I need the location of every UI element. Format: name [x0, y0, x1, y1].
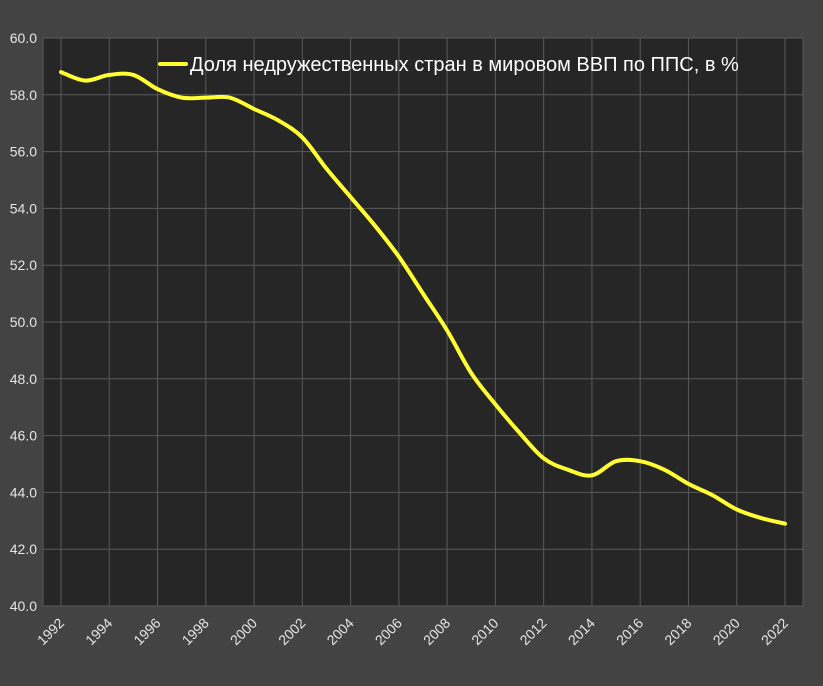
x-tick-label: 1992	[34, 615, 67, 648]
y-tick-label: 44.0	[10, 484, 37, 500]
x-tick-label: 2004	[323, 615, 356, 648]
x-tick-label: 2000	[227, 615, 260, 648]
y-tick-label: 46.0	[10, 428, 37, 444]
x-axis-tick-labels: 1992 1994 1996 1998 2000 2002 2004 2006 2008 2010…	[34, 615, 791, 648]
x-tick-label: 2010	[468, 615, 501, 648]
x-tick-label: 2020	[710, 615, 743, 648]
y-axis-tick-labels: 40.0 42.0 44.0 46.0 48.0 50.0 52.0 54.0 56.0 58.0…	[10, 30, 37, 614]
x-tick-label: 1996	[130, 615, 163, 648]
x-tick-label: 2014	[565, 615, 598, 648]
y-tick-label: 50.0	[10, 314, 37, 330]
y-tick-label: 56.0	[10, 144, 37, 160]
x-tick-label: 2002	[275, 615, 308, 648]
y-tick-label: 42.0	[10, 541, 37, 557]
x-tick-label: 2016	[613, 615, 646, 648]
y-tick-label: 52.0	[10, 257, 37, 273]
y-tick-label: 60.0	[10, 30, 37, 46]
gridlines	[42, 37, 804, 607]
y-tick-label: 58.0	[10, 87, 37, 103]
legend-label: Доля недружественных стран в мировом ВВП…	[190, 54, 739, 76]
x-tick-label: 2008	[420, 615, 453, 648]
x-tick-label: 2018	[661, 615, 694, 648]
x-tick-label: 1994	[82, 615, 115, 648]
y-tick-label: 40.0	[10, 598, 37, 614]
x-tick-label: 1998	[179, 615, 212, 648]
x-tick-label: 2022	[758, 615, 791, 648]
x-tick-label: 2012	[516, 615, 549, 648]
series-line	[59, 70, 787, 526]
y-tick-label: 54.0	[10, 200, 37, 216]
y-tick-label: 48.0	[10, 371, 37, 387]
x-tick-label: 2006	[372, 615, 405, 648]
legend: Доля недружественных стран в мировом ВВП…	[158, 54, 739, 76]
